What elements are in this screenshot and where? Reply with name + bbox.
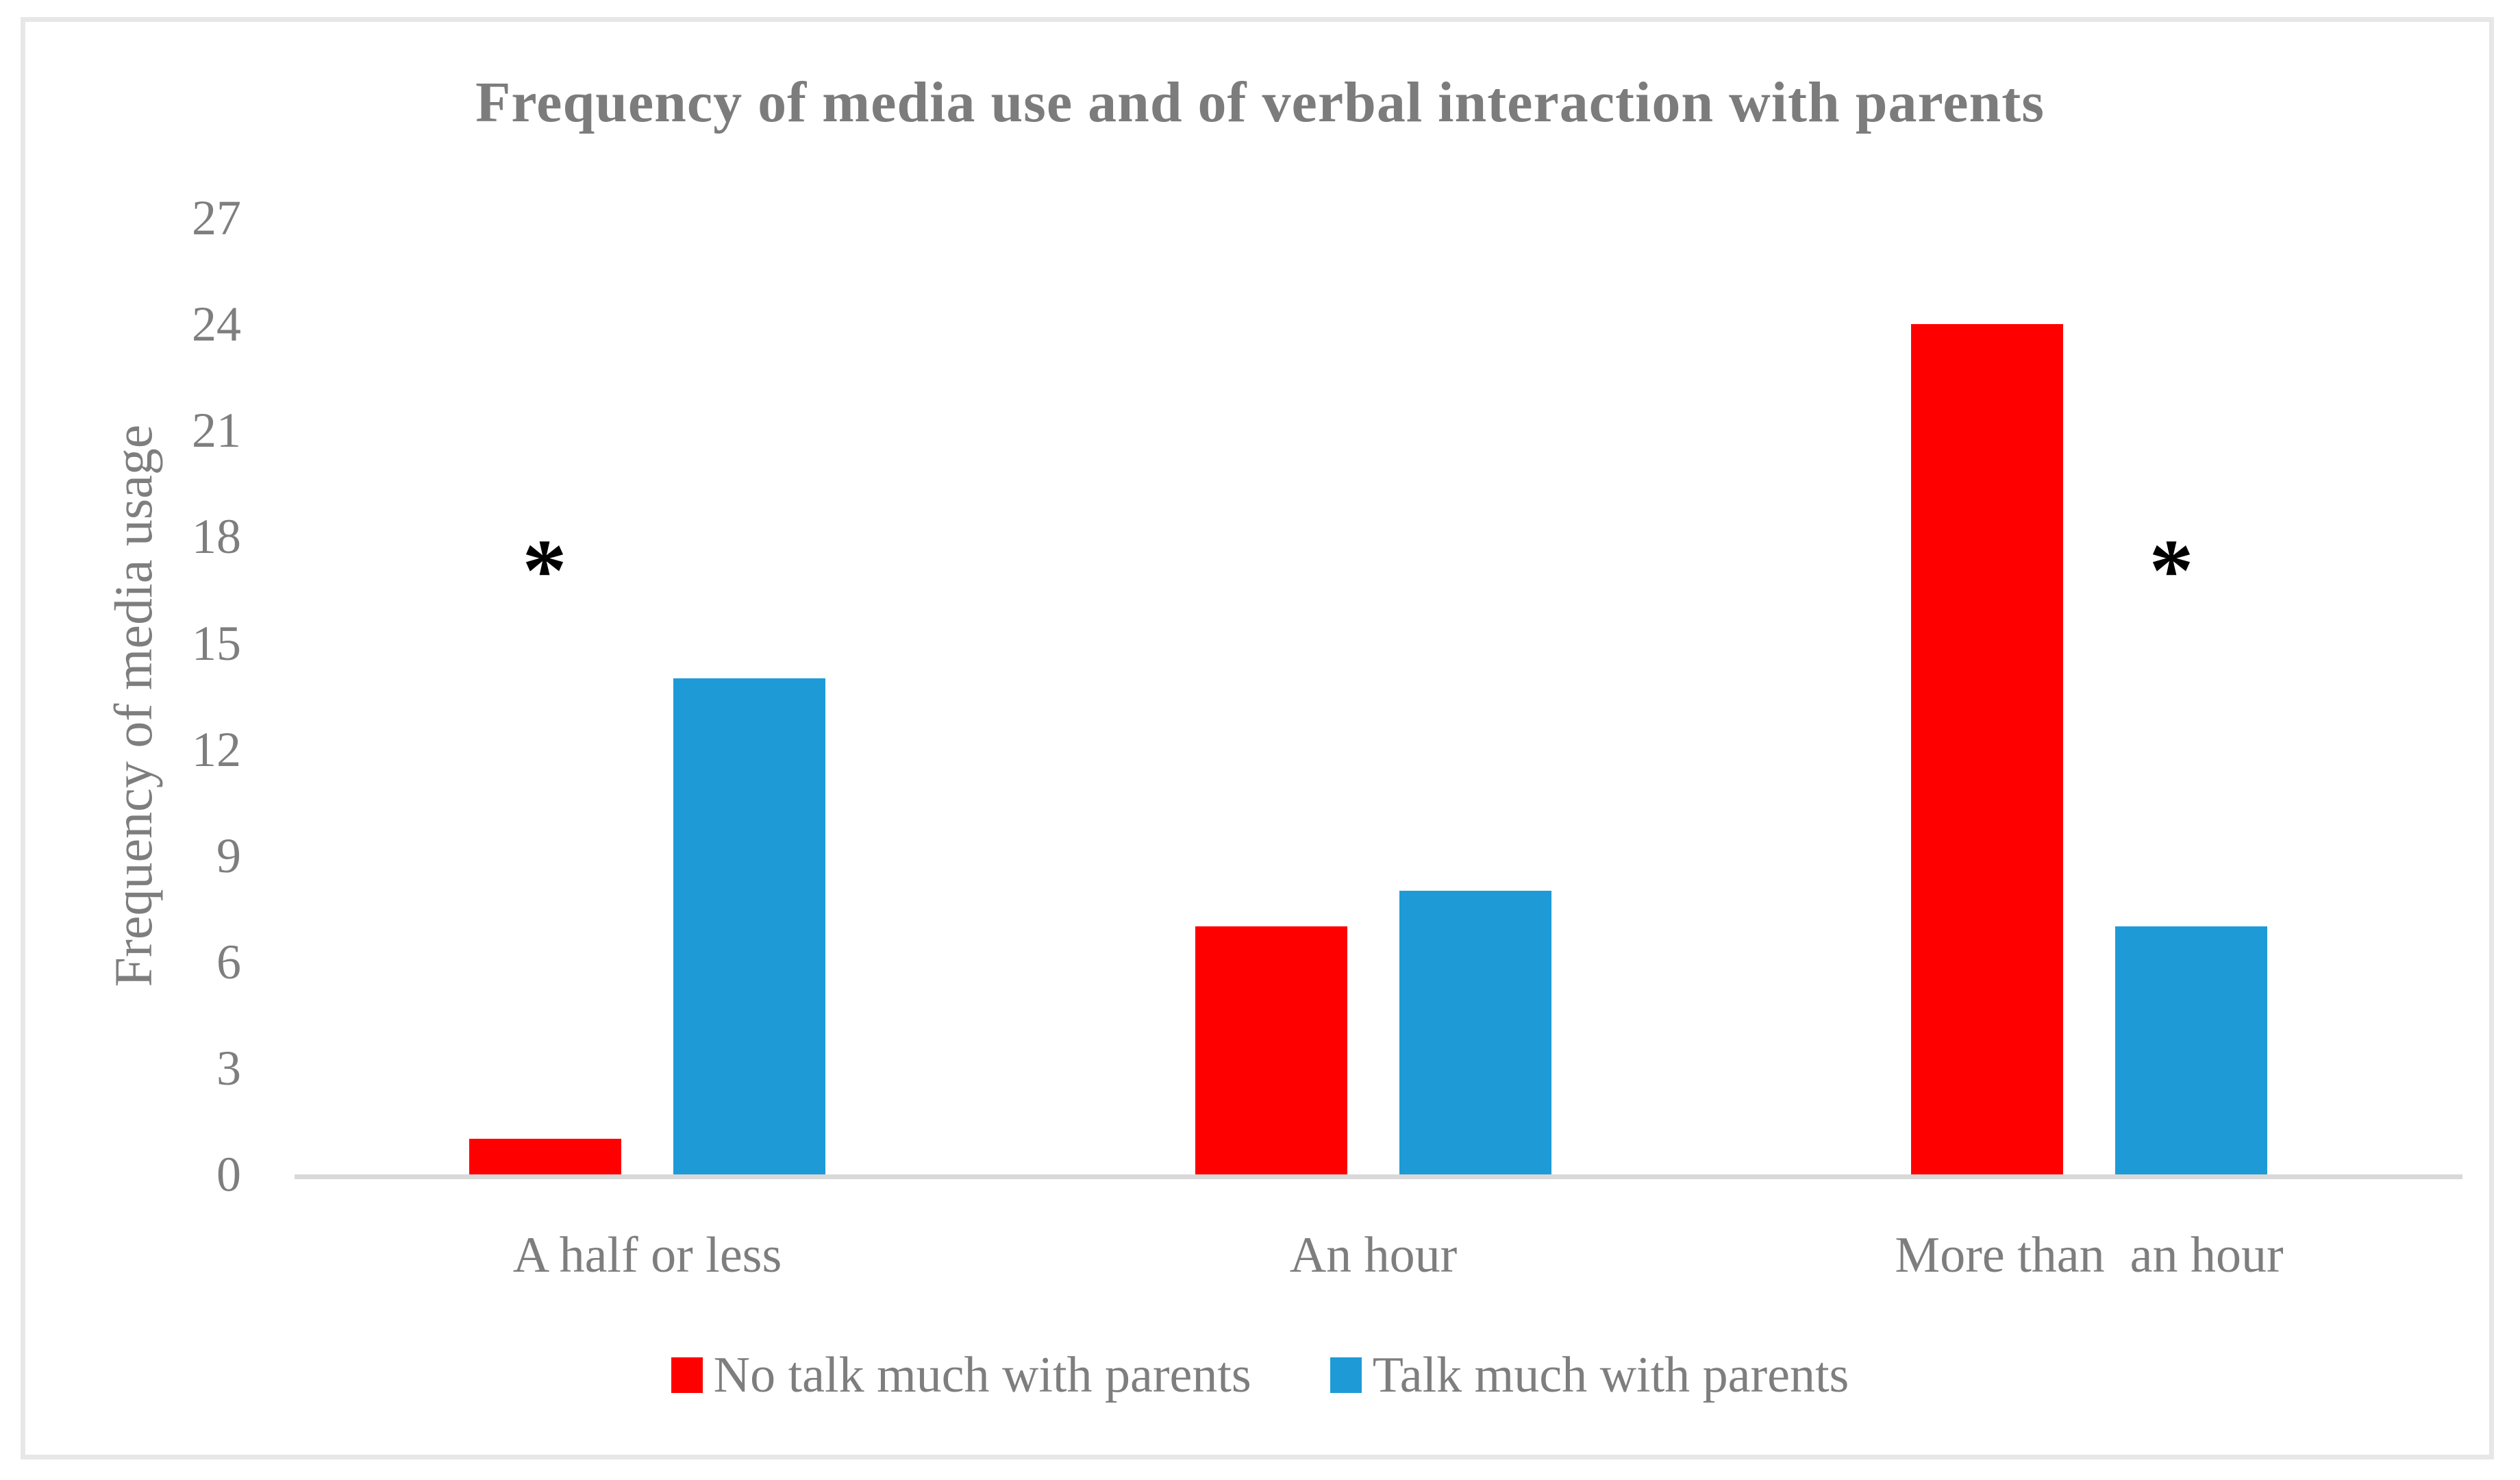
bar-series1-cat2 — [1195, 926, 1347, 1174]
legend-item-2: Talk much with parents — [1330, 1344, 1849, 1406]
category-label-2: An hour — [1289, 1227, 1458, 1283]
legend-label: No talk much with parents — [713, 1347, 1251, 1403]
legend-item-1: No talk much with parents — [671, 1344, 1251, 1406]
y-tick-label-27: 27 — [192, 190, 241, 245]
legend-label: Talk much with parents — [1372, 1347, 1849, 1403]
bar-series1-cat1 — [469, 1139, 621, 1174]
legend-swatch-icon — [671, 1357, 703, 1393]
y-tick-label-15: 15 — [192, 616, 241, 671]
legend-swatch-icon — [1330, 1357, 1362, 1393]
y-tick-label-18: 18 — [192, 509, 241, 564]
y-tick-label-9: 9 — [216, 828, 241, 883]
chart-frame-border — [21, 17, 2494, 1459]
significance-asterisk-2: * — [2149, 521, 2194, 620]
y-tick-label-0: 0 — [216, 1147, 241, 1202]
x-axis-line — [295, 1174, 2462, 1179]
y-tick-label-21: 21 — [192, 403, 241, 458]
bar-series2-cat1 — [673, 678, 825, 1174]
category-label-3: More than an hour — [1895, 1227, 2284, 1283]
significance-asterisk-1: * — [522, 521, 567, 620]
y-tick-label-12: 12 — [192, 722, 241, 777]
y-tick-label-6: 6 — [216, 935, 241, 989]
chart-title: Frequency of media use and of verbal int… — [475, 71, 2045, 134]
legend: No talk much with parents Talk much with … — [0, 1344, 2520, 1406]
bar-series2-cat2 — [1399, 891, 1551, 1174]
category-label-1: A half or less — [512, 1227, 782, 1283]
y-tick-label-24: 24 — [192, 297, 241, 352]
bar-series1-cat3 — [1911, 324, 2063, 1174]
bar-series2-cat3 — [2115, 926, 2267, 1174]
y-tick-label-3: 3 — [216, 1041, 241, 1096]
